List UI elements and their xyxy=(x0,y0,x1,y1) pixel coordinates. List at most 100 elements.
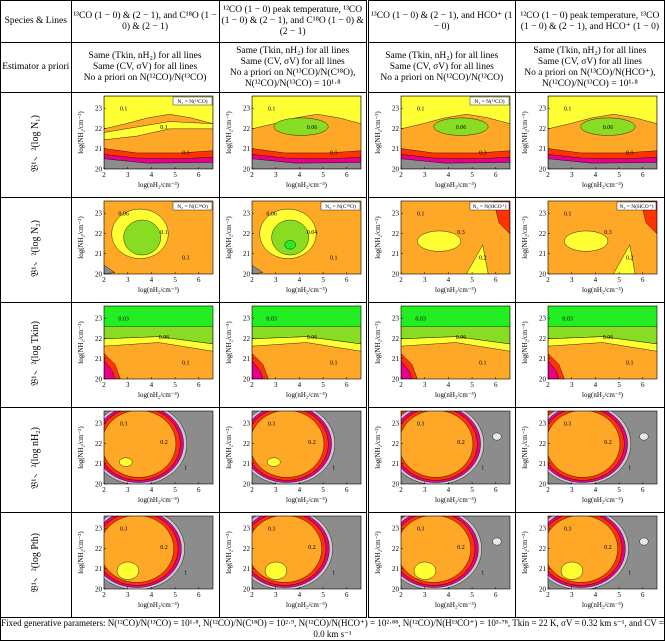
y-tick-label: 22 xyxy=(243,335,251,343)
region xyxy=(251,306,361,327)
plot-area: 0.06 0.04 0.1 xyxy=(251,201,361,274)
plot-row: 𝔅¹ᐟ²(log N₂) 0.06 0.1 0.3 N₂ = N(C¹⁸O) 2 3 4 5 6 2… xyxy=(0,197,665,303)
region xyxy=(547,360,559,379)
x-tick-label: 2 xyxy=(546,591,550,599)
x-tick-label: 5 xyxy=(617,486,621,494)
x-tick-label: 2 xyxy=(250,486,254,494)
y-tick-label: 22 xyxy=(539,545,547,553)
x-tick-label: 5 xyxy=(617,591,621,599)
x-tick-label: 5 xyxy=(321,381,325,389)
plot-area: 0.1 0.3 0.2 xyxy=(547,201,657,274)
x-tick-label: 6 xyxy=(197,591,201,599)
region xyxy=(563,230,608,252)
x-tick-label: 2 xyxy=(250,591,254,599)
x-axis-label: log(nH₂/cm⁻³) xyxy=(435,181,477,189)
plot-area: 0.3 0.2 1 xyxy=(547,411,657,484)
contour-label: 0.1 xyxy=(479,360,487,366)
contour-label: 0.06 xyxy=(306,335,317,341)
contour-plot: 0.30.212 3 4 5 620212223log(nH₂/cm⁻³)log(NH₂… xyxy=(225,515,361,609)
x-tick-label: 4 xyxy=(446,171,450,179)
contour-label: 0.1 xyxy=(564,212,572,218)
y-tick-label: 20 xyxy=(95,376,103,384)
region xyxy=(103,360,115,379)
plot-row: 𝔅¹ᐟ²(log Pth) 0.3 0.2 1 2 3 4 5 6 20 21 22 23 log(nH₂… xyxy=(0,512,665,618)
y-tick-label: 20 xyxy=(539,586,547,594)
region xyxy=(264,561,287,580)
y-tick-label: 23 xyxy=(539,420,547,428)
y-axis-label: log(NH₂/cm⁻²) xyxy=(77,531,85,574)
contour-label: 0.3 xyxy=(479,150,487,156)
contour-plot: 0.030.060.12 3 4 5 620212223log(nH₂/cm⁻³)log… xyxy=(225,305,361,399)
y-tick-label: 20 xyxy=(539,481,547,489)
row-label: 𝔅¹ᐟ²(log N₁) xyxy=(30,114,42,172)
y-axis-label: log(NH₂/cm⁻²) xyxy=(521,321,529,364)
contour-label: 1 xyxy=(332,570,335,576)
y-tick-label: 20 xyxy=(243,271,251,279)
contour-plot: 0.30.212 3 4 5 620212223log(nH₂/cm⁻³)log(NH₂… xyxy=(521,515,658,609)
y-tick-label: 23 xyxy=(392,420,400,428)
contour-label: 0.2 xyxy=(160,545,168,551)
region xyxy=(580,117,636,136)
contour-label: 0.06 xyxy=(158,335,169,341)
y-tick-label: 23 xyxy=(392,525,400,533)
panel-cell: 0.1 0.06 0.3 N₁ = N(¹³CO) 2 3 4 5 6 20 21 22 23 log(n… xyxy=(365,92,516,198)
row-label-cell: 𝔅¹ᐟ²(log Tkin) xyxy=(0,302,72,408)
panel-cell: 0.06 0.04 0.1 N₂ = N(C¹⁸O) 2 3 4 5 6 20 21 22 23 log(… xyxy=(218,197,368,303)
y-tick-label: 23 xyxy=(243,420,251,428)
x-tick-label: 6 xyxy=(345,591,349,599)
contour-label: 0.3 xyxy=(119,422,127,428)
x-tick-label: 3 xyxy=(125,276,129,284)
estimator-line: N(¹²CO)/N(¹³CO) = 10¹·⁸ xyxy=(542,78,638,89)
x-tick-label: 3 xyxy=(274,591,278,599)
contour-plot: 0.030.060.12 3 4 5 620212223log(nH₂/cm⁻³)log… xyxy=(521,305,658,399)
x-tick-label: 2 xyxy=(399,591,403,599)
estimator-cell: Same (Tkin, nH₂) for all lines Same (CV, … xyxy=(514,42,665,93)
y-tick-label: 20 xyxy=(243,376,251,384)
y-tick-label: 22 xyxy=(539,335,547,343)
y-tick-label: 22 xyxy=(392,230,400,238)
x-tick-label: 4 xyxy=(446,591,450,599)
y-axis-label: log(NH₂/cm⁻²) xyxy=(225,321,233,364)
y-tick-label: 21 xyxy=(539,460,547,468)
region xyxy=(547,306,657,327)
region xyxy=(400,306,510,327)
contour-label: 0.3 xyxy=(417,527,425,533)
contour-label: 0.1 xyxy=(182,360,190,366)
note-box xyxy=(172,201,212,211)
y-tick-label: 23 xyxy=(392,315,400,323)
x-tick-label: 5 xyxy=(173,486,177,494)
x-tick-label: 6 xyxy=(494,591,498,599)
x-tick-label: 4 xyxy=(297,591,301,599)
y-tick-label: 20 xyxy=(243,166,251,174)
y-axis-label: log(NH₂/cm⁻²) xyxy=(374,426,382,469)
frame xyxy=(103,200,213,275)
frame xyxy=(547,305,658,380)
y-tick-label: 22 xyxy=(95,335,103,343)
region xyxy=(465,244,489,274)
estimator-line: Same (Tkin, nH₂) for all lines xyxy=(88,51,202,61)
x-tick-label: 2 xyxy=(546,381,550,389)
y-tick-label: 20 xyxy=(243,481,251,489)
x-tick-label: 4 xyxy=(593,171,597,179)
x-tick-label: 6 xyxy=(494,171,498,179)
y-tick-label: 22 xyxy=(392,440,400,448)
x-axis-label: log(nH₂/cm⁻³) xyxy=(138,601,180,609)
plot-area: 0.1 0.06 0.1 xyxy=(251,96,361,169)
y-tick-label: 21 xyxy=(539,355,547,363)
x-tick-label: 4 xyxy=(593,591,597,599)
plot-area: 0.06 0.1 0.3 xyxy=(103,201,213,274)
contour-label: 0.1 xyxy=(182,150,190,156)
estimator-line: Same (Tkin, nH₂) for all lines xyxy=(385,51,499,61)
contour-label: 1 xyxy=(481,570,484,576)
plot-area: 0.03 0.06 0.1 xyxy=(251,306,361,379)
x-axis-label: log(nH₂/cm⁻³) xyxy=(582,496,624,504)
contour-label: 1 xyxy=(628,570,631,576)
x-axis-label: log(nH₂/cm⁻³) xyxy=(582,601,624,609)
x-tick-label: 2 xyxy=(546,171,550,179)
estimator-line: Same (Tkin, nH₂) for all lines xyxy=(533,45,647,56)
y-tick-label: 22 xyxy=(95,440,103,448)
frame xyxy=(400,200,511,275)
x-tick-label: 3 xyxy=(423,171,427,179)
contour-plot: 0.060.040.1N₂ = N(C¹⁸O)2 3 4 5 620212223log(… xyxy=(225,200,361,294)
